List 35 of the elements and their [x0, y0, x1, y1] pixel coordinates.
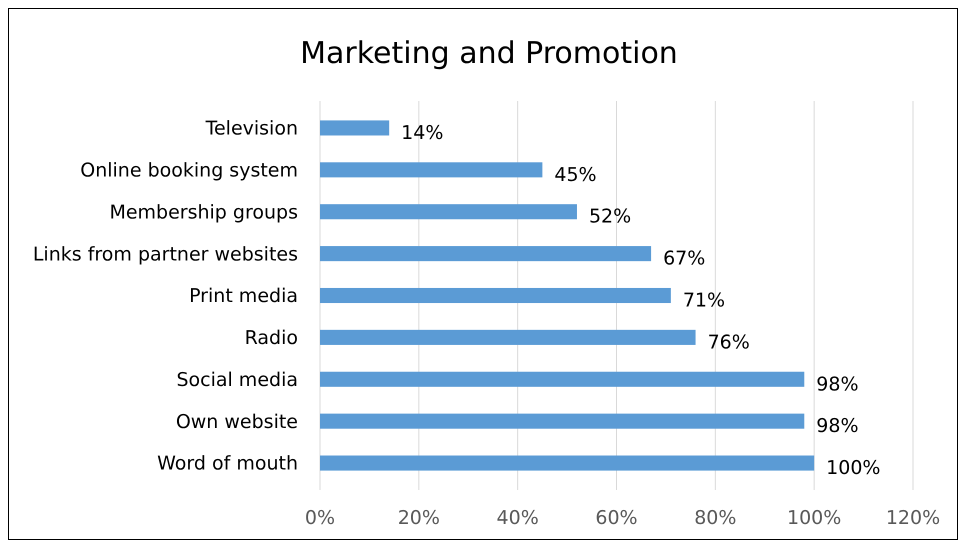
bar — [320, 372, 804, 387]
y-tick-label: Word of mouth — [157, 452, 298, 475]
data-label: 45% — [554, 164, 597, 186]
data-label: 71% — [682, 290, 726, 312]
y-tick-label: Own website — [176, 410, 298, 433]
y-tick-label: Print media — [189, 285, 298, 308]
y-tick-label: Radio — [244, 327, 298, 350]
x-tick-label: 120% — [886, 507, 940, 529]
bar — [320, 414, 804, 429]
data-label: 76% — [708, 331, 750, 354]
data-label: 52% — [588, 206, 632, 228]
x-tick-label: 100% — [787, 507, 842, 529]
x-tick-label: 80% — [694, 507, 736, 529]
data-label: 100% — [826, 457, 880, 480]
bar — [320, 162, 542, 178]
x-tick-label: 20% — [398, 507, 440, 529]
x-tick-label: 60% — [595, 507, 638, 529]
x-tick-label: 40% — [496, 507, 539, 529]
y-tick-label: Television — [204, 118, 298, 140]
data-label: 98% — [816, 415, 859, 438]
y-tick-label: Membership groups — [109, 201, 298, 224]
chart-title: Marketing and Promotion — [300, 36, 678, 71]
bar — [320, 330, 696, 345]
bar — [320, 456, 814, 471]
bar — [320, 120, 390, 136]
data-label: 98% — [816, 373, 859, 396]
bar — [320, 246, 652, 262]
data-label: 14% — [401, 122, 444, 144]
y-tick-label: Links from partner websites — [32, 243, 298, 266]
bar — [320, 288, 671, 304]
y-tick-label: Social media — [176, 368, 298, 391]
x-tick-label: 0% — [304, 507, 336, 529]
bar — [320, 204, 577, 220]
data-label: 67% — [663, 248, 706, 270]
y-tick-label: Online booking system — [80, 159, 298, 182]
